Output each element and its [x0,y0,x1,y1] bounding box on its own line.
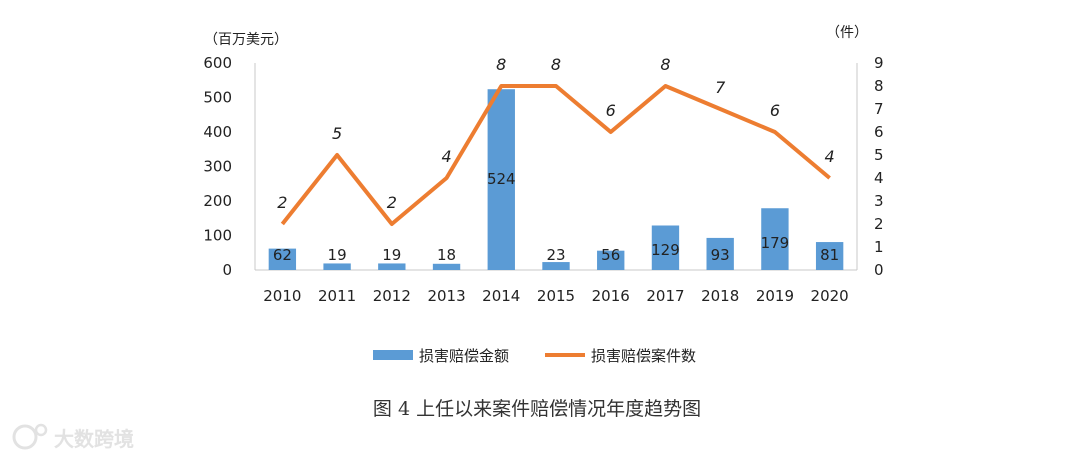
amount-bar [542,262,570,270]
right-tick-label: 8 [874,77,884,95]
case-count-label: 8 [660,55,670,74]
right-tick-label: 6 [874,123,884,141]
amount-bar [597,250,625,270]
left-axis-unit: （百万美元） [204,32,288,48]
amount-bar-label: 19 [328,246,347,264]
amount-bar [268,248,297,270]
case-count-label: 8 [551,55,561,74]
case-count-label: 5 [332,124,342,143]
legend-line-label: 损害赔偿案件数 [591,347,696,365]
legend-bar-label: 损害赔偿金额 [419,347,509,365]
x-tick-label: 2020 [811,287,849,305]
case-count-label: 2 [387,193,397,212]
amount-bar-label: 23 [546,246,565,264]
legend-bar-swatch [373,350,413,360]
right-tick-label: 5 [874,146,884,164]
right-tick-label: 9 [874,54,884,72]
watermark: 大数跨境 [12,423,134,451]
right-tick-label: 1 [874,238,884,256]
left-tick-label: 300 [203,158,232,176]
watermark-text: 大数跨境 [54,427,134,451]
case-count-label: 6 [606,101,616,120]
watermark-logo-dot-icon [34,423,48,437]
amount-bar [761,208,789,270]
x-tick-label: 2010 [263,287,301,305]
left-tick-label: 200 [203,192,232,210]
amount-bar-label: 129 [651,241,680,259]
x-axis-ticks: 2010 2011 2012 2013 2014 2015 2016 2017 2018 2019… [263,287,848,305]
right-tick-label: 0 [874,261,884,279]
amount-bar [815,242,844,270]
x-tick-label: 2019 [756,287,794,305]
x-tick-label: 2011 [318,287,356,305]
x-tick-label: 2014 [482,287,520,305]
case-count-label: 6 [770,101,780,120]
case-count-label: 8 [496,55,506,74]
watermark-logo-icon [12,424,38,450]
x-tick-label: 2018 [701,287,739,305]
amount-bar-label: 18 [437,246,456,264]
case-count-label: 2 [277,193,287,212]
right-tick-label: 3 [874,192,884,210]
amount-bar-labels: 62 19 19 18 524 23 56 129 93 179 81 [273,170,839,264]
right-tick-label: 2 [874,215,884,233]
amount-bar [706,237,734,270]
amount-bar [432,263,461,270]
amount-bar [651,225,680,270]
legend: 损害赔偿金额 损害赔偿案件数 [373,347,696,365]
x-tick-label: 2015 [537,287,575,305]
amount-bar-label: 81 [820,246,839,264]
amount-bar [378,263,406,270]
case-count-label: 4 [441,147,451,166]
case-count-label: 7 [715,78,726,97]
x-tick-label: 2017 [646,287,684,305]
amount-bar-label: 93 [711,246,730,264]
left-axis-ticks: 600 500 400 300 200 100 0 [203,54,232,279]
amount-bars [268,89,844,270]
amount-bar-label: 524 [487,170,516,188]
x-tick-label: 2016 [592,287,630,305]
right-axis-ticks: 9 8 7 6 5 4 3 2 1 0 [874,54,884,279]
amount-bar [487,89,515,270]
right-axis-unit: （件） [826,25,868,41]
amount-bar-label: 62 [273,246,292,264]
chart-caption: 图 4 上任以来案件赔偿情况年度趋势图 [373,398,701,420]
left-tick-label: 100 [203,227,232,245]
left-tick-label: 0 [222,261,232,279]
left-tick-label: 400 [203,123,232,141]
x-tick-label: 2013 [427,287,465,305]
case-count-label: 4 [825,147,835,166]
left-tick-label: 600 [203,54,232,72]
amount-bar [323,263,351,270]
amount-bar-label: 19 [382,246,401,264]
case-count-line [280,84,831,226]
left-tick-label: 500 [203,89,232,107]
right-tick-label: 7 [874,100,884,118]
amount-bar-label: 56 [601,246,620,264]
right-tick-label: 4 [874,169,884,187]
x-tick-label: 2012 [373,287,411,305]
amount-bar-label: 179 [761,234,790,252]
